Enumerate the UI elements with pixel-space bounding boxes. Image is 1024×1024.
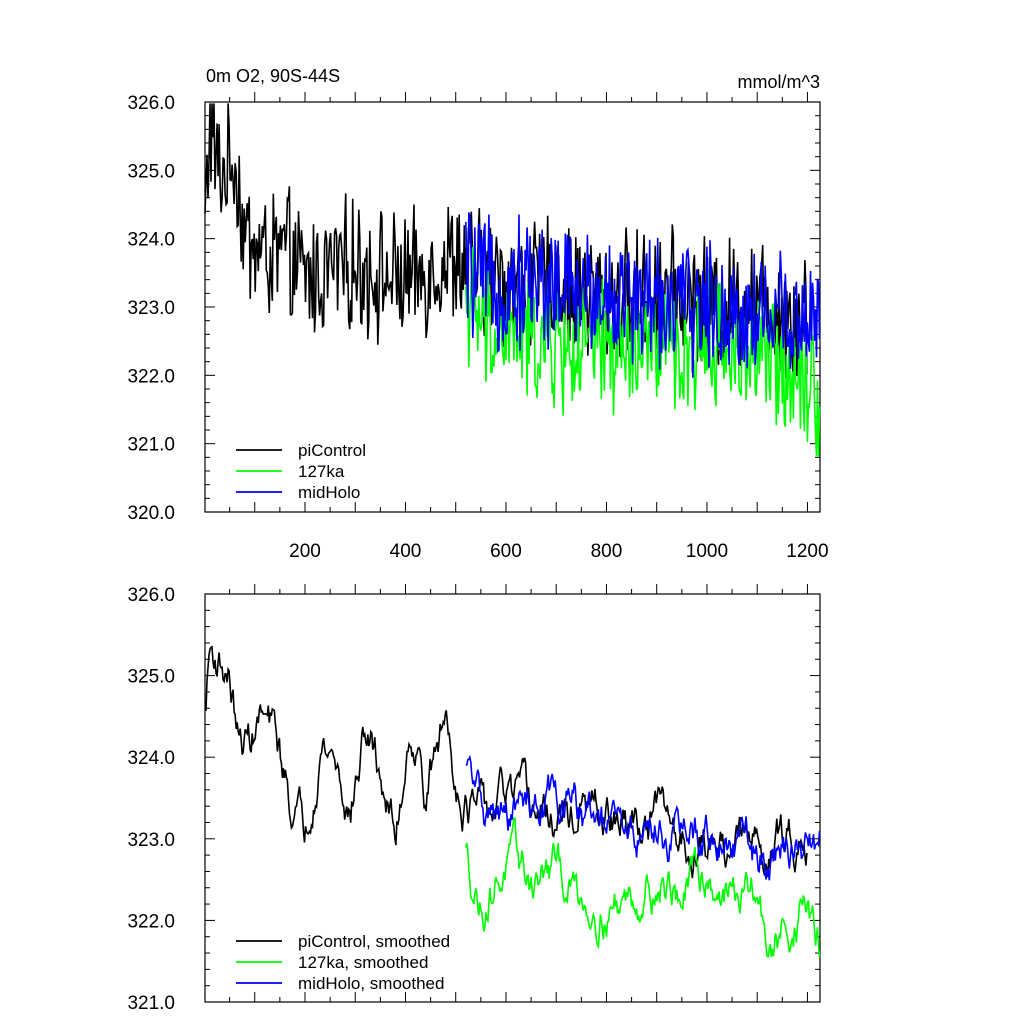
y-tick-label: 326.0 [127,93,175,114]
series-line-127ka-smoothed [465,817,821,958]
y-tick-label: 325.0 [127,667,175,688]
top-panel: 0m O2, 90S-44S mmol/m^3 320.0321.0322.03… [127,66,828,562]
y-tick-label: 325.0 [127,161,175,182]
y-tick-label: 320.0 [127,503,175,524]
legend-label: 127ka, smoothed [298,953,428,972]
axes-layer: 321.0 322.0 323.0 324.0 325.0 326.0 [127,584,821,1014]
axes-layer: 320.0 321.0 322.0 323.0 324.0 325.0 326.0 200 40… [127,92,829,562]
x-tick-label: 200 [289,541,321,562]
x-tick-label: 800 [591,541,623,562]
legend-label: piControl, smoothed [298,932,450,951]
legend: piControl 127ka midHolo [236,441,366,502]
y-tick-label: 322.0 [127,911,175,932]
bottom-panel: 321.0 322.0 323.0 324.0 325.0 326.0 piControl… [127,584,821,1014]
units-label: mmol/m^3 [738,72,820,92]
y-tick-label: 324.0 [127,748,175,769]
legend-label: midHolo, smoothed [298,974,444,993]
legend: piControl, smoothed 127ka, smoothed midHol… [236,932,450,993]
legend-label: midHolo [298,483,360,502]
y-tick-label: 323.0 [127,298,175,319]
x-tick-label: 600 [490,541,522,562]
series-layer [204,645,821,958]
y-tick-label: 321.0 [127,435,175,456]
series-line-picontrol-smoothed [204,645,808,879]
y-tick-label: 321.0 [127,993,175,1014]
legend-label: 127ka [298,462,345,481]
x-tick-label: 400 [390,541,422,562]
legend-label: piControl [298,441,366,460]
series-line-midholo [465,212,821,378]
chart-title: 0m O2, 90S-44S [206,66,340,86]
series-layer [204,103,821,457]
plot-frame [204,593,821,1003]
x-tick-label: 1200 [786,541,828,562]
series-line-midholo-smoothed [465,754,821,881]
y-tick-label: 323.0 [127,830,175,851]
y-tick-label: 326.0 [127,585,175,606]
y-tick-label: 322.0 [127,366,175,387]
x-tick-label: 1000 [686,541,728,562]
y-tick-label: 324.0 [127,230,175,251]
